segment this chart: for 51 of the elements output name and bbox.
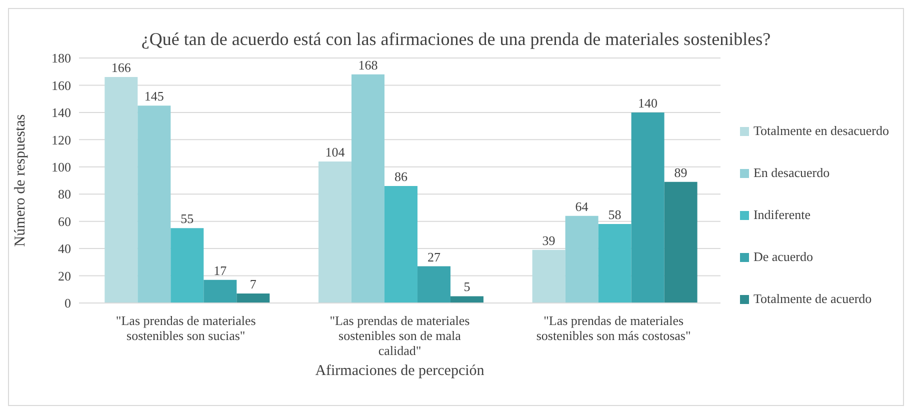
bar (384, 186, 418, 303)
y-tick-label: 140 (52, 105, 71, 120)
y-tick-label: 180 (52, 50, 71, 66)
y-tick-label: 40 (58, 241, 71, 256)
bar (104, 77, 138, 303)
chart-title: ¿Qué tan de acuerdo está con las afirmaciones de una prenda de materiales sostenibles? (140, 28, 772, 50)
data-label: 7 (250, 276, 257, 292)
y-tick-label: 80 (58, 186, 71, 202)
bar (204, 280, 237, 303)
data-label: 86 (394, 168, 408, 184)
legend-label: Totalmente en desacuerdo (753, 122, 889, 140)
y-tick-label: 160 (52, 78, 71, 93)
bar (598, 224, 632, 303)
x-tick-label: "Las prendas de materiales sostenibles son más costosas" (536, 313, 691, 343)
legend-label: Totalmente de acuerdo (753, 290, 872, 308)
bar (138, 106, 171, 303)
legend-label: Indiferente (753, 206, 810, 224)
data-label: 168 (358, 57, 378, 72)
data-label: 145 (144, 88, 164, 104)
y-tick-label: 20 (58, 268, 71, 284)
data-label: 5 (464, 279, 470, 294)
data-label: 104 (325, 144, 346, 160)
bar (417, 266, 450, 303)
bar (318, 161, 352, 303)
x-axis-title: Afirmaciones de percepción (315, 363, 485, 379)
bar (631, 112, 664, 303)
data-label: 17 (214, 262, 228, 278)
legend-label: En desacuerdo (753, 164, 830, 182)
bar (236, 293, 270, 303)
bar (664, 182, 698, 303)
bar (450, 296, 484, 303)
data-label: 166 (111, 60, 132, 76)
legend-label: De acuerdo (753, 248, 814, 266)
data-label: 27 (427, 249, 441, 264)
y-tick-label: 0 (64, 296, 71, 311)
x-tick-label: "Las prendas de materiales sostenibles son sucias" (116, 313, 256, 343)
y-tick-label: 120 (52, 132, 71, 148)
y-tick-label: 60 (58, 214, 71, 229)
bar (532, 250, 566, 303)
bar (170, 228, 204, 303)
bar (565, 216, 598, 303)
data-label: 58 (608, 207, 622, 222)
data-label: 89 (674, 164, 688, 180)
bar (351, 74, 384, 303)
data-label: 39 (542, 232, 556, 248)
x-tick-label: "Las prendas de materiales sostenibles son de mala calidad" (330, 313, 470, 358)
y-tick-label: 100 (52, 160, 71, 175)
data-label: 140 (638, 95, 658, 110)
data-label: 64 (575, 198, 589, 214)
data-label: 55 (180, 211, 194, 226)
y-axis-title: Número de respuestas (12, 114, 28, 247)
